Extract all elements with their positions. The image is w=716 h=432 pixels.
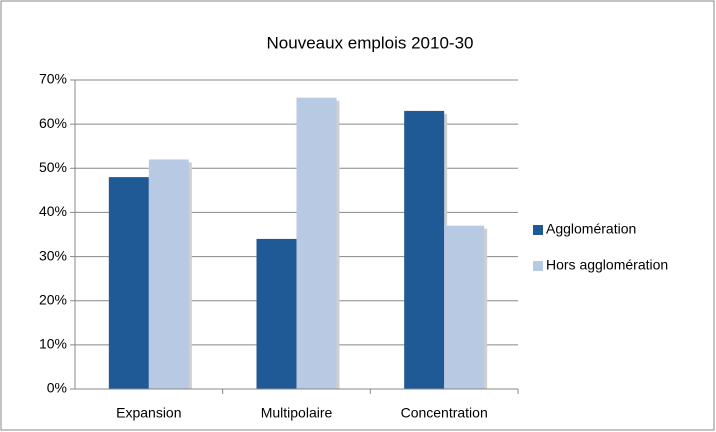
y-tick-label: 0% <box>47 380 67 396</box>
x-tick-label: Expansion <box>116 405 181 421</box>
legend-label: Agglomération <box>546 221 636 237</box>
legend-swatch <box>533 261 543 271</box>
y-tick-label: 10% <box>39 336 67 352</box>
y-tick-label: 40% <box>39 203 67 219</box>
y-tick-label: 30% <box>39 247 67 263</box>
bar <box>404 110 445 390</box>
legend-swatch <box>533 225 543 235</box>
bar <box>296 97 337 390</box>
x-tick-label: Multipolaire <box>261 405 333 421</box>
y-tick-label: 70% <box>39 71 67 87</box>
bar <box>256 238 297 389</box>
y-tick-label: 20% <box>39 291 67 307</box>
y-tick-label: 50% <box>39 159 67 175</box>
legend-label: Hors agglomération <box>546 257 668 273</box>
y-tick-label: 60% <box>39 115 67 131</box>
chart-title: Nouveaux emplois 2010-30 <box>267 33 474 52</box>
bar <box>444 225 485 389</box>
bar <box>148 159 189 389</box>
x-tick-label: Concentration <box>401 405 488 421</box>
bar <box>108 177 149 389</box>
